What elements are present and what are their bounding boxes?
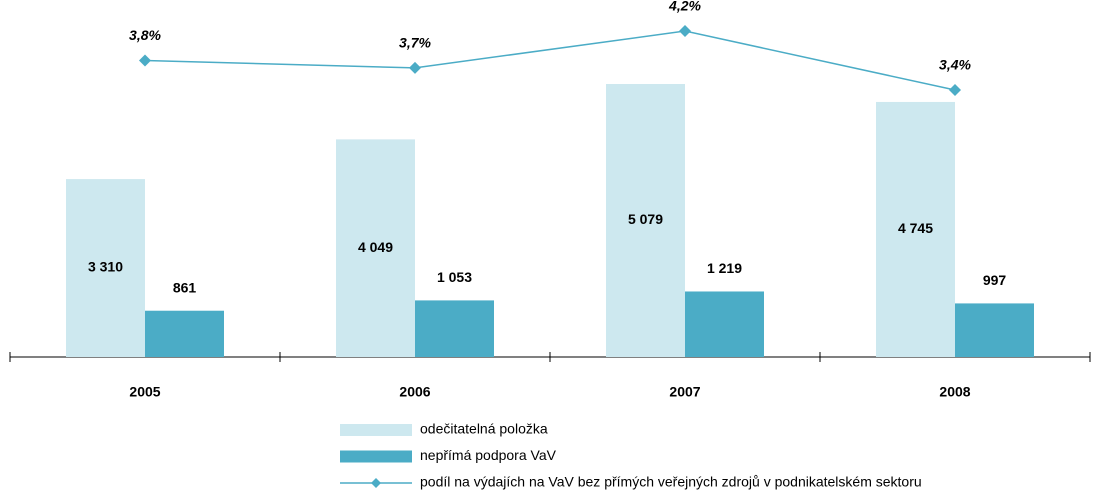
line-value-label: 3,4% (939, 57, 971, 73)
legend-label: odečitatelná položka (420, 421, 548, 437)
x-tick-label: 2005 (129, 384, 160, 400)
bar-value-label: 861 (173, 279, 197, 295)
bar (145, 310, 224, 357)
line (144, 30, 956, 91)
line-marker (949, 84, 961, 97)
bar-value-label: 3 310 (88, 259, 123, 275)
line-marker (139, 54, 151, 67)
bar-value-label: 5 079 (628, 211, 663, 227)
bar (685, 291, 764, 357)
line-value-label: 4,2% (668, 0, 701, 14)
legend-marker (371, 478, 381, 488)
bar (415, 300, 494, 357)
bar (336, 139, 415, 357)
x-tick-label: 2008 (939, 384, 970, 400)
x-tick-label: 2007 (669, 384, 700, 400)
line-value-label: 3,7% (399, 35, 431, 51)
bar-value-label: 4 745 (898, 220, 933, 236)
bar (955, 303, 1034, 357)
legend-label: podíl na výdajích na VaV bez přímých veř… (420, 474, 922, 490)
line-value-label: 3,8% (129, 27, 161, 43)
bar-value-label: 997 (983, 272, 1007, 288)
legend-label: nepřímá podpora VaV (420, 447, 557, 463)
legend-swatch (340, 450, 412, 463)
x-tick-label: 2006 (399, 384, 430, 400)
bar (876, 101, 955, 357)
line-marker (679, 25, 691, 38)
bar-value-label: 1 219 (707, 260, 742, 276)
bar (66, 179, 145, 357)
line-marker (409, 61, 421, 74)
bar (606, 84, 685, 357)
bar-value-label: 1 053 (437, 269, 472, 285)
legend-swatch (340, 424, 412, 436)
bar-value-label: 4 049 (358, 239, 393, 255)
